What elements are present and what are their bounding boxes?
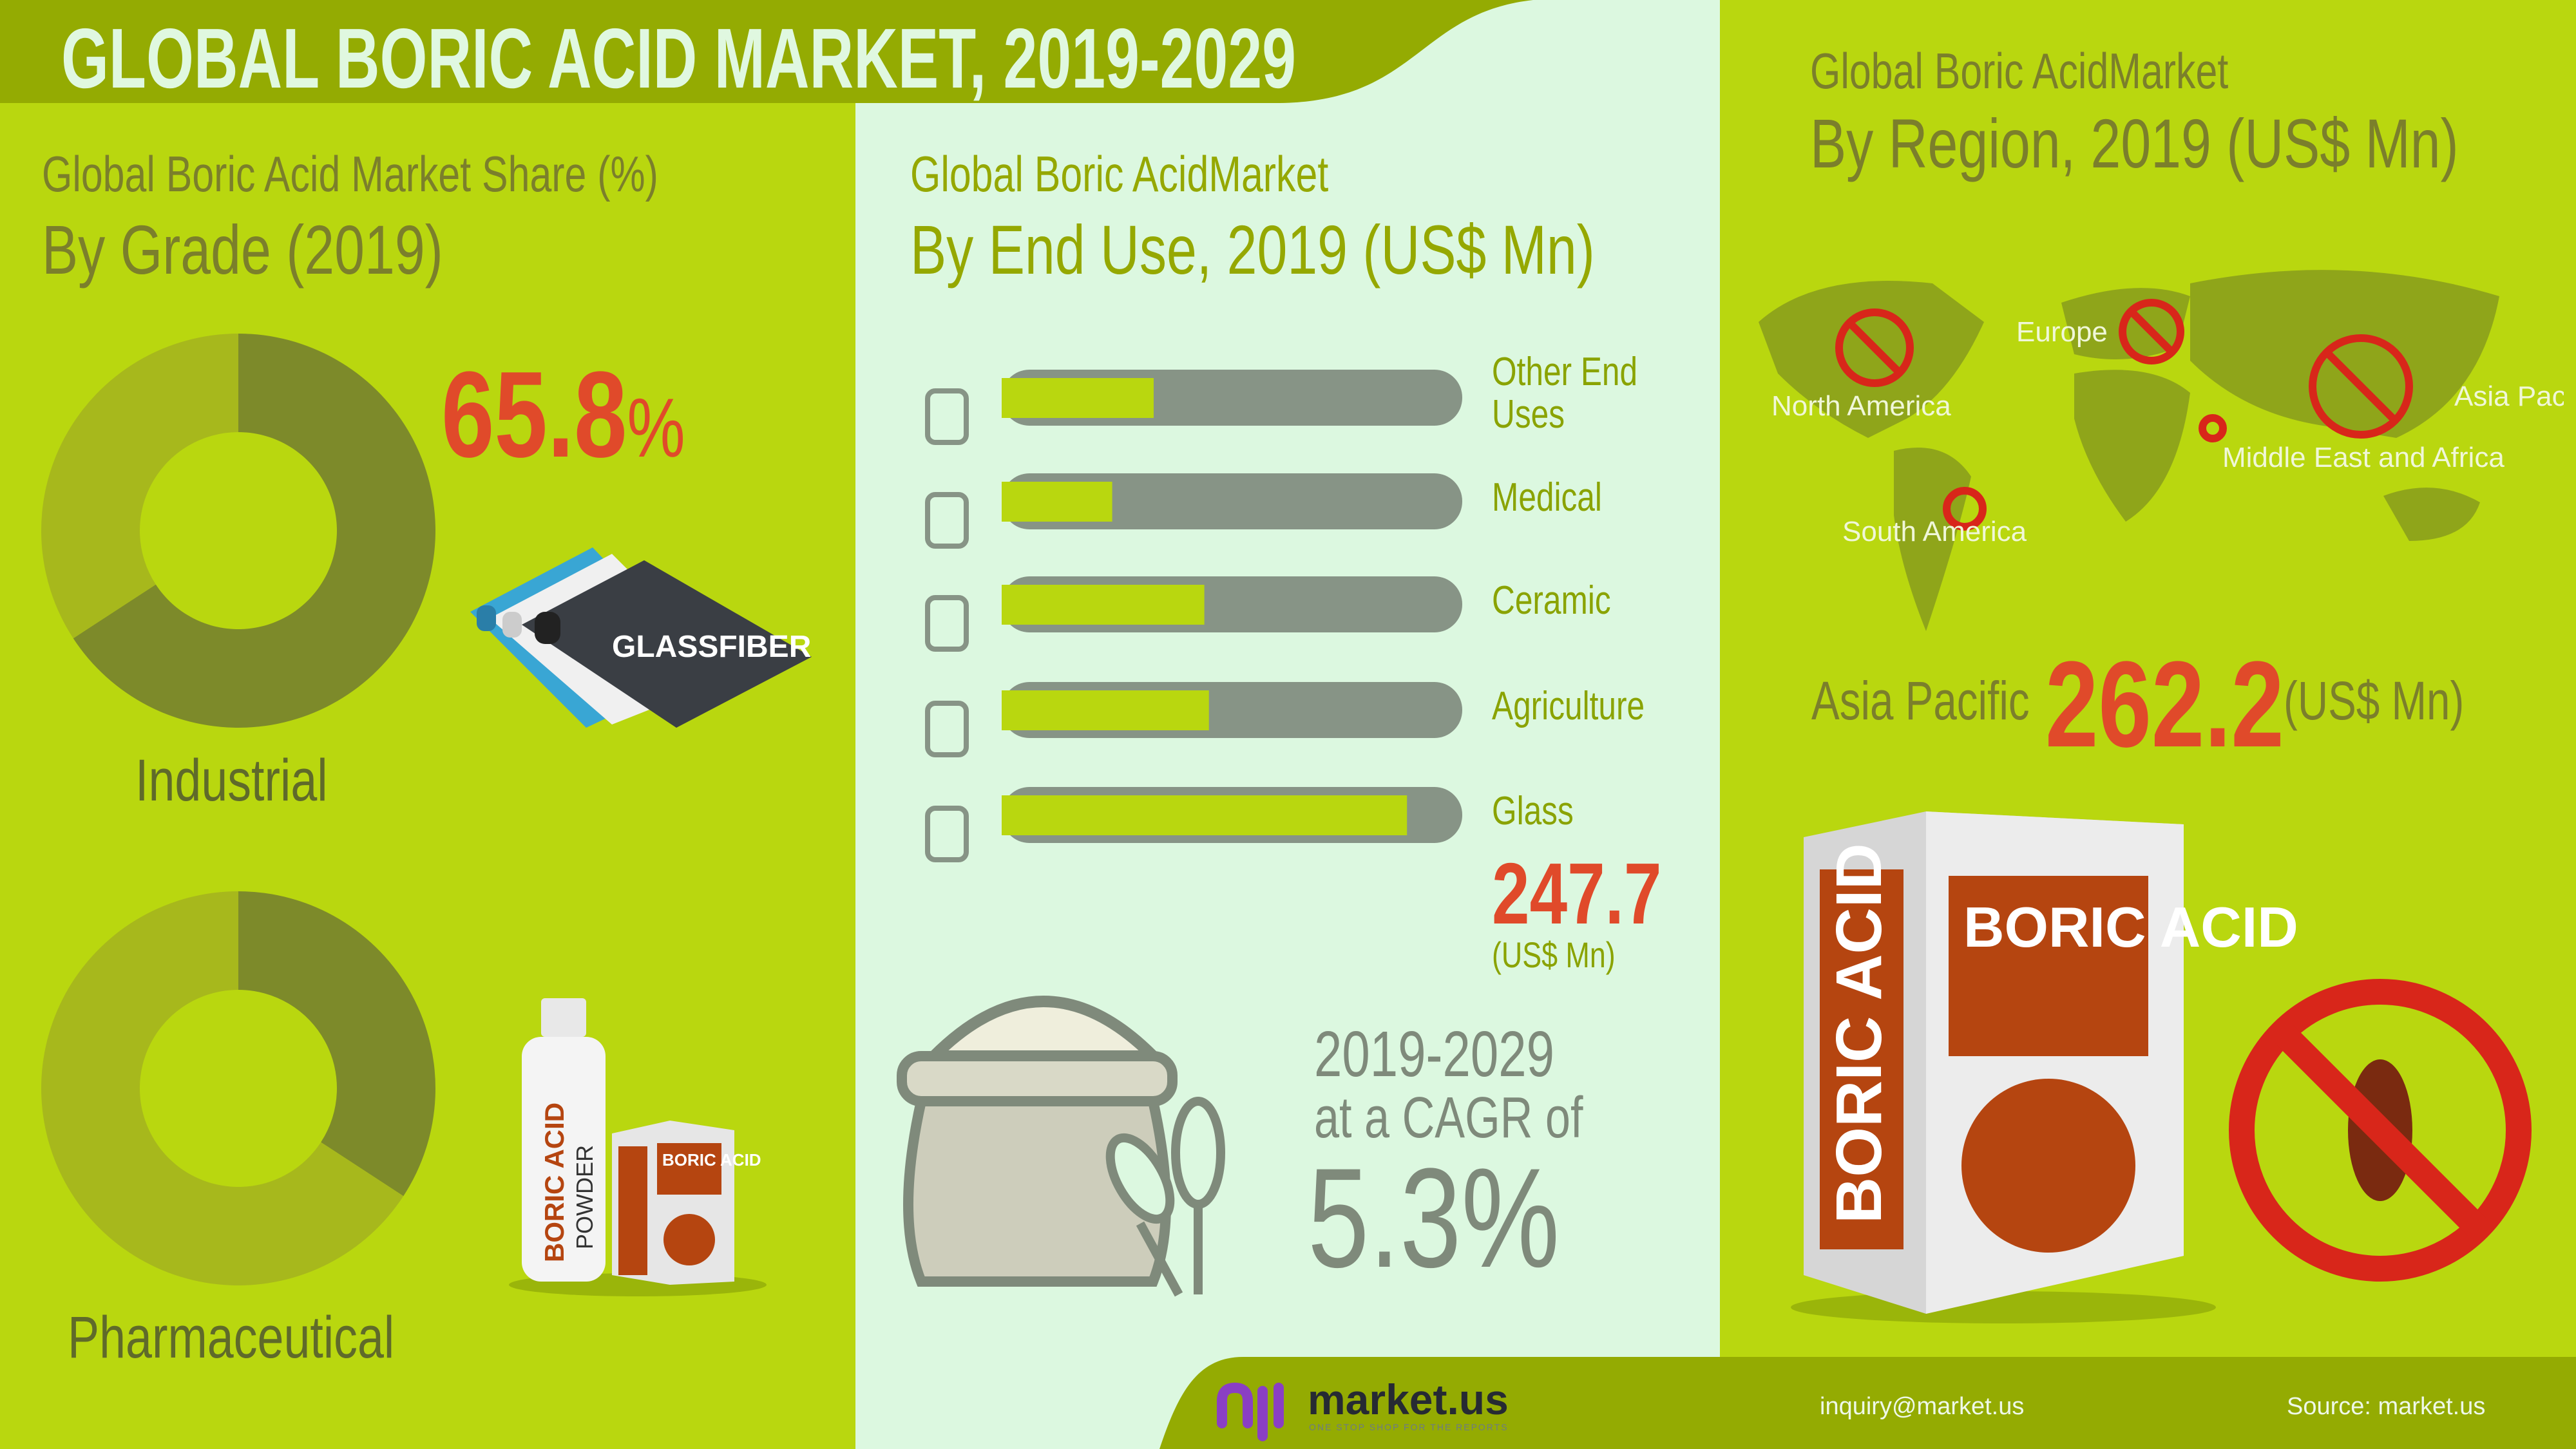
grade-title: Global Boric Acid Market Share (%) [42, 146, 658, 202]
donut-segment-industrial [73, 334, 435, 728]
bar-label: Agriculture [1492, 684, 1645, 728]
world-map: North America Europe Asia Pacific Middle… [1759, 270, 2564, 631]
glassfiber-rolls-illustration: GLASSFIBER [470, 547, 812, 728]
bar-other-end-uses [1002, 378, 1154, 418]
glass-unit: (US$ Mn) [1492, 934, 1616, 975]
region-highlight-value: 262.2 [2045, 636, 2284, 773]
pharmaceutical-label: Pharmaceutical [68, 1305, 395, 1370]
small-box-label: BORIC ACID [662, 1150, 761, 1170]
header-band [0, 0, 1533, 103]
end-use-title: Global Boric AcidMarket [910, 146, 1329, 202]
salt-shaker-icon [925, 388, 969, 445]
region-highlight-unit: (US$ Mn) [2284, 670, 2465, 731]
market-us-logo-icon [1217, 1382, 1284, 1441]
sprayer-icon [925, 701, 969, 757]
bottle-label: BORIC ACID [539, 1103, 569, 1262]
map-label-middle-east-africa: Middle East and Africa [2222, 442, 2504, 473]
no-cockroach-icon [2229, 979, 2532, 1282]
donut-segment-other [41, 334, 238, 639]
grain-sack-illustration [897, 996, 1225, 1297]
region-title: Global Boric AcidMarket [1810, 43, 2229, 99]
end-use-bar-chart [925, 370, 1462, 862]
grade-subtitle: By Grade (2019) [42, 211, 443, 289]
map-label-south-america: South America [1842, 516, 2027, 547]
boric-acid-box-illustration: BORIC ACID BORIC ACID [1791, 811, 2532, 1323]
footer-band [1159, 1357, 2576, 1449]
boric-acid-bottle-illustration: BORIC ACID POWDER BORIC ACID [509, 998, 767, 1296]
map-label-europe: Europe [2016, 316, 2108, 348]
glassfiber-label: GLASSFIBER [612, 630, 811, 664]
footer-tagline: ONE STOP SHOP FOR THE REPORTS [1309, 1422, 1509, 1432]
donut-segment-other [41, 891, 404, 1285]
bar-agriculture [1002, 690, 1209, 730]
industrial-label: Industrial [135, 748, 328, 813]
foot-icon [925, 492, 969, 549]
page-title: GLOBAL BORIC ACID MARKET, 2019-2029 [61, 11, 1297, 106]
bar-label: Medical [1492, 475, 1602, 520]
box-side-label: BORIC ACID [1823, 843, 1895, 1224]
region-subtitle: By Region, 2019 (US$ Mn) [1810, 104, 2459, 182]
cagr-value: 5.3% [1308, 1139, 1560, 1297]
bar-medical [1002, 482, 1112, 522]
cagr-period: 2019-2029 [1314, 1018, 1555, 1090]
footer-email-link[interactable]: inquiry@market.us [1820, 1393, 2025, 1420]
glassware-icon [925, 806, 969, 862]
bar-ceramic [1002, 585, 1205, 625]
map-label-asia-pacific: Asia Pacific [2454, 381, 2564, 412]
vase-icon [925, 595, 969, 652]
donut-segment-pharmaceutical [238, 891, 435, 1197]
bar-label: Other End Uses [1492, 350, 1638, 437]
glass-value: 247.7 [1492, 845, 1662, 942]
bar-track [1002, 473, 1462, 529]
footer-source: Source: market.us [2287, 1393, 2486, 1420]
industrial-share-value: 65.8% [441, 346, 685, 483]
cagr-label: at a CAGR of [1314, 1086, 1583, 1150]
bar-label: Ceramic [1492, 578, 1611, 623]
bottle-sublabel: POWDER [571, 1145, 598, 1249]
footer-brand: market.us [1308, 1376, 1509, 1423]
box-front-label: BORIC ACID [1963, 895, 2298, 959]
bar-label: Glass [1492, 789, 1574, 833]
no-cockroach-markers [1835, 299, 2413, 531]
end-use-subtitle: By End Use, 2019 (US$ Mn) [910, 211, 1595, 289]
grade-donuts [41, 334, 435, 1285]
bar-glass [1002, 795, 1407, 835]
region-highlight-name: Asia Pacific [1811, 670, 2030, 731]
map-label-north-america: North America [1771, 390, 1951, 422]
